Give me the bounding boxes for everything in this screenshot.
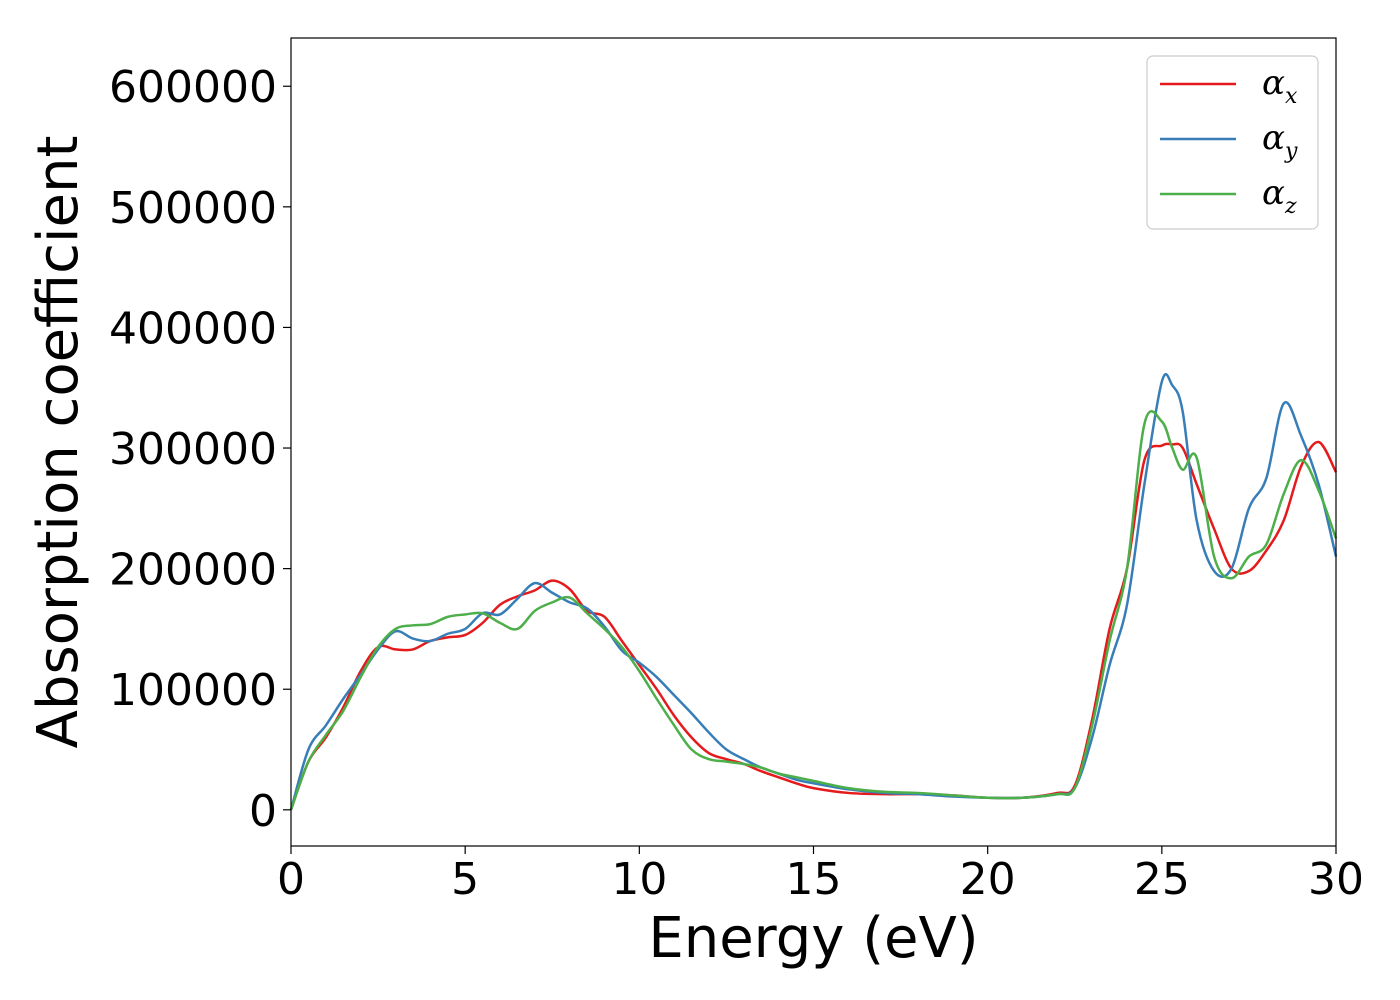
- y-tick-label: 600000: [109, 62, 277, 113]
- legend-label-z: αz: [1262, 173, 1297, 219]
- y-tick-label: 500000: [109, 183, 277, 234]
- legend-label-y: αy: [1262, 118, 1298, 164]
- legend-label-subscript: x: [1285, 84, 1298, 109]
- y-tick-label: 0: [249, 786, 277, 837]
- series-lines: [289, 373, 1338, 811]
- y-tick-label: 400000: [109, 303, 277, 354]
- x-tick-label: 15: [786, 854, 842, 905]
- legend-box: [1146, 55, 1319, 230]
- x-tick-label: 20: [960, 854, 1016, 905]
- legend-label-subscript: y: [1284, 139, 1298, 164]
- y-axis-ticks: 0 100000 200000 300000 400000 500000 600000: [109, 62, 291, 837]
- legend-label-base: α: [1262, 118, 1285, 158]
- x-tick-label: 30: [1308, 854, 1364, 905]
- x-axis-ticks: 0 5 10 15 20 25 30: [277, 846, 1364, 905]
- y-tick-label: 300000: [109, 424, 277, 475]
- x-tick-label: 0: [277, 854, 305, 905]
- x-axis-title: Energy (eV): [648, 906, 978, 971]
- legend-label-base: α: [1262, 173, 1285, 213]
- x-tick-label: 25: [1134, 854, 1190, 905]
- legend-label-subscript: z: [1284, 194, 1297, 219]
- legend-label-base: α: [1262, 63, 1285, 103]
- x-tick-label: 5: [451, 854, 479, 905]
- series-line-z: [289, 410, 1338, 811]
- series-line-x: [289, 440, 1338, 811]
- y-tick-label: 100000: [109, 665, 277, 716]
- x-tick-label: 10: [611, 854, 667, 905]
- y-axis-title: Absorption coefficient: [26, 136, 91, 749]
- y-tick-label: 200000: [109, 545, 277, 596]
- legend-label-x: αx: [1262, 63, 1298, 109]
